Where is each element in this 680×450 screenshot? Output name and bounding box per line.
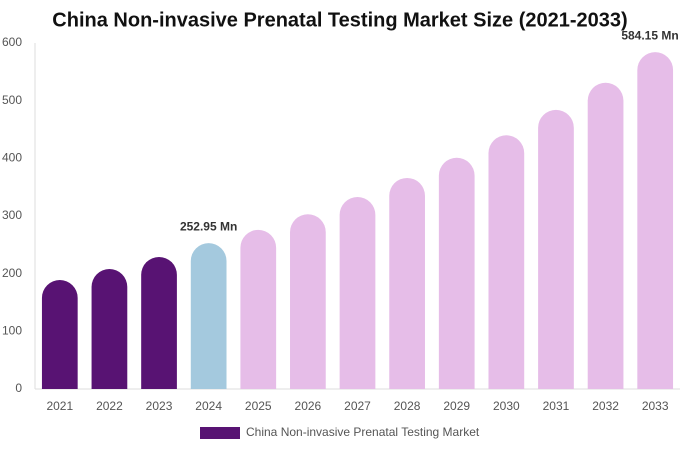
x-tick-label: 2021 <box>46 399 73 413</box>
value-label: 584.15 Mn <box>621 28 678 42</box>
bar <box>141 256 177 389</box>
x-tick-label: 2033 <box>642 399 669 413</box>
x-tick-label: 2025 <box>245 399 272 413</box>
bar <box>290 214 326 389</box>
bar <box>587 82 624 390</box>
bar <box>91 269 128 389</box>
chart-title: China Non-invasive Prenatal Testing Mark… <box>52 9 627 31</box>
x-tick-label: 2030 <box>493 399 520 413</box>
bar <box>240 229 277 389</box>
bar <box>538 109 574 389</box>
x-tick-label: 2027 <box>344 399 371 413</box>
bar <box>339 196 376 389</box>
y-tick-label: 400 <box>2 151 22 165</box>
y-tick-label: 200 <box>2 266 22 280</box>
x-tick-label: 2032 <box>592 399 619 413</box>
y-tick-label: 300 <box>2 208 22 222</box>
x-tick-label: 2029 <box>443 399 470 413</box>
x-tick-label: 2026 <box>295 399 322 413</box>
value-label: 252.95 Mn <box>180 219 237 233</box>
x-tick-label: 2023 <box>146 399 173 413</box>
x-tick-label: 2024 <box>195 399 222 413</box>
bar <box>637 52 674 389</box>
y-tick-label: 600 <box>2 35 22 49</box>
y-tick-label: 500 <box>2 93 22 107</box>
legend-swatch <box>200 427 240 439</box>
y-tick-label: 0 <box>15 381 22 395</box>
x-tick-label: 2022 <box>96 399 123 413</box>
legend-label: China Non-invasive Prenatal Testing Mark… <box>246 425 480 439</box>
bar <box>438 157 475 389</box>
x-tick-label: 2028 <box>394 399 421 413</box>
bar <box>41 280 78 389</box>
bar <box>488 135 525 389</box>
bar <box>190 243 227 389</box>
bar <box>389 177 425 389</box>
y-tick-label: 100 <box>2 324 22 338</box>
x-tick-label: 2031 <box>543 399 570 413</box>
